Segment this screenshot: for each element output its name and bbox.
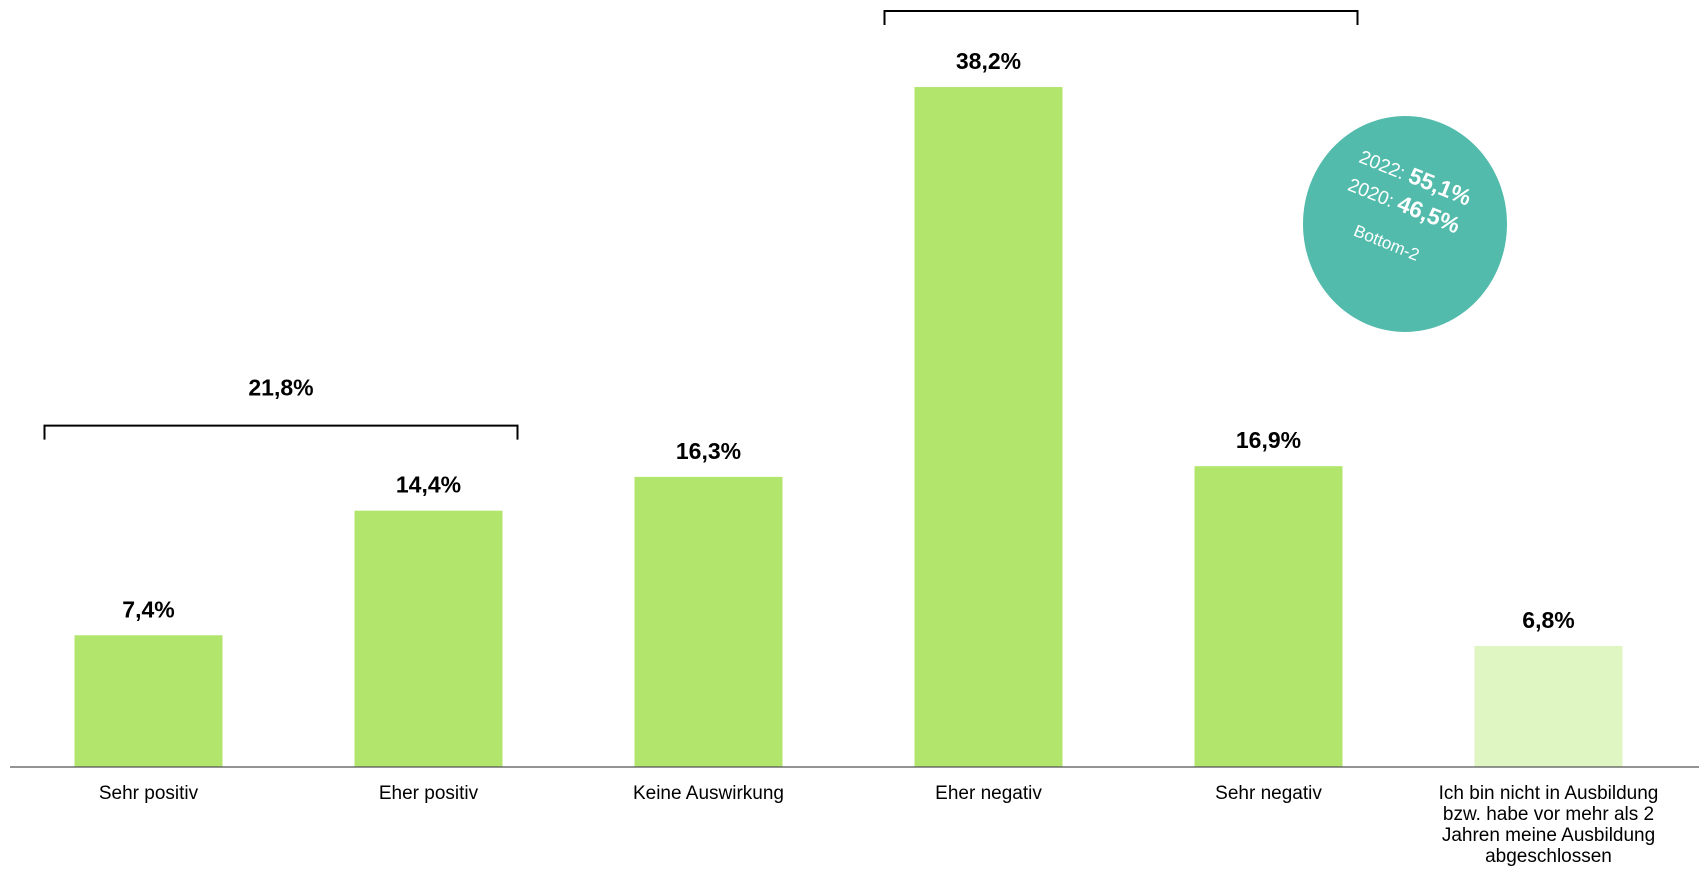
bar [74,635,223,767]
bracket-label: 21,8% [248,375,313,401]
value-label: 6,8% [1522,607,1574,633]
callout-bubble [1303,116,1507,332]
bracket [43,424,519,440]
bar [914,87,1063,768]
x-tick-label: Eher negativ [935,783,1042,804]
x-tick-label: Sehr positiv [98,783,199,804]
value-label: 38,2% [956,48,1021,74]
bracket [883,10,1359,25]
bar [1194,466,1343,767]
x-tick-label: Eher positiv [378,783,479,804]
value-label: 16,3% [676,438,741,464]
bar [634,476,783,767]
x-tick-label: Keine Auswirkung [632,783,785,804]
value-label: 7,4% [122,596,174,622]
x-tick-label: Ich bin nicht in Ausbildung bzw. habe vo… [1438,783,1659,867]
callout: 2022: 55,1%2020: 46,5%Bottom-2 [1303,116,1507,332]
bar [1474,645,1623,767]
x-tick-label: Sehr negativ [1215,783,1322,804]
value-label: 16,9% [1236,427,1301,453]
value-label: 14,4% [396,472,461,498]
bar [354,510,503,767]
